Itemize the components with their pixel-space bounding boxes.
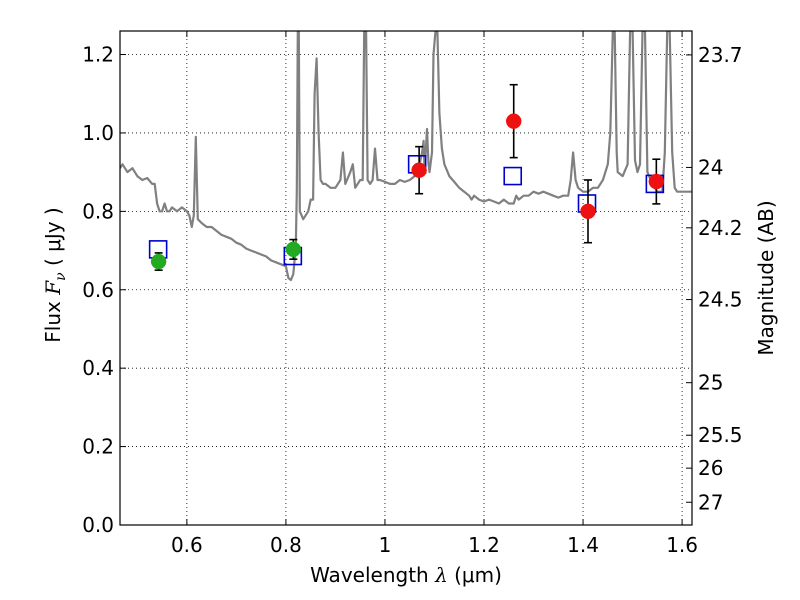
- y-tick-label: 1.2: [82, 43, 114, 67]
- observed-flux-point: [580, 203, 596, 220]
- model-flux-square: [503, 166, 523, 186]
- y-tick-label: 0.6: [82, 278, 114, 302]
- y2-tick-label: 26: [698, 456, 723, 480]
- observed-flux-point: [150, 253, 167, 270]
- observed-flux-point: [411, 162, 427, 178]
- y2-tick-label: 25: [698, 371, 723, 395]
- observed-flux-point: [648, 173, 665, 190]
- y2-tick-label: 25.5: [698, 423, 743, 447]
- x-axis-label: Wavelength λ (μm): [310, 563, 502, 587]
- y-tick-label: 0.2: [82, 435, 114, 459]
- x-tick-label: 0.8: [270, 533, 302, 557]
- y-axis-label: Flux Fν ( μJy ): [41, 207, 69, 342]
- x-tick-label: 1.4: [567, 533, 599, 557]
- x-tick-label: 1.6: [666, 533, 698, 557]
- y-tick-label: 0.0: [82, 513, 114, 537]
- y2-tick-label: 24: [698, 155, 723, 179]
- y2-tick-label: 27: [698, 490, 723, 514]
- x-tick-label: 1.2: [468, 533, 500, 557]
- y2-axis-label: Magnitude (AB): [754, 200, 778, 355]
- y-tick-label: 0.4: [82, 356, 114, 380]
- x-tick-label: 0.6: [171, 533, 203, 557]
- y2-tick-label: 24.2: [698, 216, 743, 240]
- observed-flux-point: [285, 241, 302, 258]
- y2-tick-label: 23.7: [698, 43, 743, 67]
- y-tick-label: 1.0: [82, 121, 114, 145]
- spectrum-line: [120, 31, 692, 282]
- axes-frame: [119, 30, 693, 526]
- y2-tick-label: 24.5: [698, 288, 743, 312]
- plot-content: [120, 31, 692, 282]
- x-tick-label: 1: [379, 533, 392, 557]
- ticks: 0.6 0.8 1 1.2 1.4 1.6 0.0 0.2 0.4 0.6 0.8 1.0 1.2 23.…: [82, 31, 743, 557]
- y-tick-label: 0.8: [82, 199, 114, 223]
- observed-flux-point: [505, 113, 522, 129]
